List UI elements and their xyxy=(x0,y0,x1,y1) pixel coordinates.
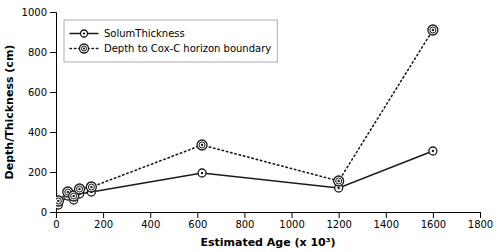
tick-mark xyxy=(103,212,104,218)
tick: 400 xyxy=(28,127,56,138)
tick-mark xyxy=(150,212,151,218)
point-center xyxy=(72,195,74,197)
tick-mark xyxy=(339,212,340,218)
tick-mark xyxy=(50,12,56,13)
legend-marker-inner xyxy=(82,46,87,51)
point-inner-ring xyxy=(199,142,205,148)
axis-line xyxy=(57,213,481,219)
point-center xyxy=(337,187,339,189)
tick-label: 400 xyxy=(28,127,47,138)
tick-label: 0 xyxy=(41,207,47,218)
y-axis-title: Depth/Thickness (cm) xyxy=(3,45,16,180)
point xyxy=(197,140,207,150)
tick: 1400 xyxy=(374,212,399,230)
tick: 800 xyxy=(28,47,56,58)
point-inner-ring xyxy=(430,27,436,33)
point xyxy=(429,147,437,155)
tick-mark xyxy=(50,132,56,133)
tick-label: 400 xyxy=(141,219,160,230)
point-inner-ring xyxy=(336,178,342,184)
point-center xyxy=(201,172,203,174)
point xyxy=(428,25,438,35)
tick-label: 800 xyxy=(28,47,47,58)
point xyxy=(86,182,96,192)
point xyxy=(75,184,85,194)
point-center xyxy=(90,186,92,188)
point-center xyxy=(57,200,59,202)
tick-label: 1800 xyxy=(468,219,493,230)
tick-mark xyxy=(50,212,56,213)
tick-mark xyxy=(50,92,56,93)
tick-label: 1600 xyxy=(421,219,446,230)
legend-label: Depth to Cox-C horizon boundary xyxy=(104,43,271,54)
tick: 1800 xyxy=(468,212,493,230)
axis-line xyxy=(50,13,57,213)
tick-mark xyxy=(480,212,481,218)
legend-marker-center xyxy=(83,32,85,34)
tick-label: 1000 xyxy=(22,7,47,18)
point-center xyxy=(78,188,80,190)
tick: 200 xyxy=(94,212,113,230)
point xyxy=(56,196,63,206)
tick-mark xyxy=(244,212,245,218)
tick-mark xyxy=(197,212,198,218)
tick-label: 200 xyxy=(94,219,113,230)
marks xyxy=(56,25,438,209)
tick-label: 800 xyxy=(235,219,254,230)
x-axis: 0 200 400 600 800 1000 1200 1400 1600 1800 xyxy=(53,212,493,230)
tick-mark xyxy=(433,212,434,218)
tick: 1200 xyxy=(326,212,351,230)
point-center xyxy=(201,144,203,146)
legend-marker xyxy=(80,44,89,53)
point xyxy=(334,176,344,186)
point-inner-ring xyxy=(77,186,83,192)
legend-swatch xyxy=(70,48,98,50)
tick-mark xyxy=(292,212,293,218)
point-inner-ring xyxy=(56,198,61,204)
tick-mark xyxy=(50,52,56,53)
point-inner-ring xyxy=(88,184,94,190)
point-inner-ring xyxy=(71,193,77,199)
tick-label: 600 xyxy=(188,219,207,230)
tick-label: 0 xyxy=(53,219,59,230)
plot-area: 0 200 400 600 800 1000 1200 1400 1600 1800 0 200 400… xyxy=(22,7,494,230)
tick: 600 xyxy=(188,212,207,230)
legend: SolumThickness Depth to Cox-C horizon bou… xyxy=(64,20,277,62)
chart: 0 200 400 600 800 1000 1200 1400 1600 1800 0 200 400… xyxy=(0,0,500,252)
tick-label: 600 xyxy=(28,87,47,98)
point-center xyxy=(432,29,434,31)
legend-marker xyxy=(81,30,88,37)
point-center xyxy=(337,180,339,182)
y-axis: 0 200 400 600 800 1000 xyxy=(22,7,57,218)
tick-label: 200 xyxy=(28,167,47,178)
tick-label: 1400 xyxy=(374,219,399,230)
tick: 0 xyxy=(53,212,59,230)
point xyxy=(198,169,206,177)
legend-frame xyxy=(64,20,277,62)
tick: 0 xyxy=(41,207,56,218)
tick: 400 xyxy=(141,212,160,230)
legend-marker-center xyxy=(83,47,85,49)
tick-mark xyxy=(386,212,387,218)
tick: 1000 xyxy=(279,212,304,230)
legend-item: SolumThickness xyxy=(70,28,185,39)
tick: 200 xyxy=(28,167,56,178)
tick-label: 1000 xyxy=(279,219,304,230)
tick: 1600 xyxy=(421,212,446,230)
tick-label: 1200 xyxy=(326,219,351,230)
tick: 600 xyxy=(28,87,56,98)
legend-item: Depth to Cox-C horizon boundary xyxy=(70,43,271,54)
tick: 1000 xyxy=(22,7,56,18)
point-center xyxy=(67,191,69,193)
legend-label: SolumThickness xyxy=(104,28,185,39)
point-center xyxy=(432,150,434,152)
x-axis-title: Estimated Age (x 10³) xyxy=(200,236,335,249)
legend-swatch xyxy=(70,33,98,34)
tick: 800 xyxy=(235,212,254,230)
tick-mark xyxy=(50,172,56,173)
